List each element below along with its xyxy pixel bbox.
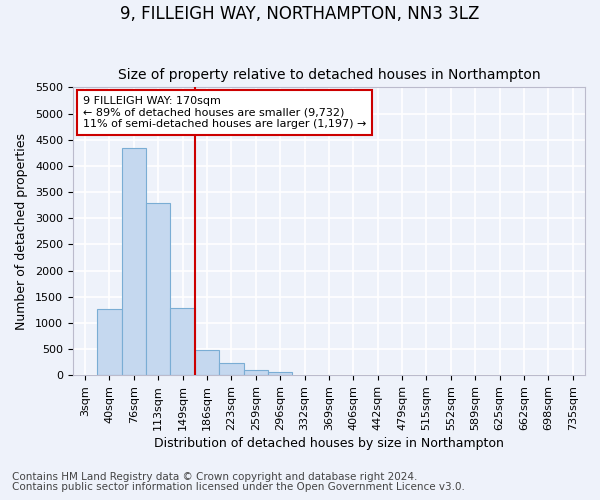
Text: 9, FILLEIGH WAY, NORTHAMPTON, NN3 3LZ: 9, FILLEIGH WAY, NORTHAMPTON, NN3 3LZ [121,5,479,23]
Bar [97,308,122,375]
Bar [219,363,244,375]
Title: Size of property relative to detached houses in Northampton: Size of property relative to detached ho… [118,68,540,82]
Y-axis label: Number of detached properties: Number of detached properties [15,133,28,330]
Bar [195,350,219,375]
Bar [244,370,268,375]
Text: Contains public sector information licensed under the Open Government Licence v3: Contains public sector information licen… [12,482,465,492]
X-axis label: Distribution of detached houses by size in Northampton: Distribution of detached houses by size … [154,437,504,450]
Text: 9 FILLEIGH WAY: 170sqm
← 89% of detached houses are smaller (9,732)
11% of semi-: 9 FILLEIGH WAY: 170sqm ← 89% of detached… [83,96,367,129]
Bar [170,308,195,375]
Text: Contains HM Land Registry data © Crown copyright and database right 2024.: Contains HM Land Registry data © Crown c… [12,472,418,482]
Bar [268,372,292,375]
Bar [122,148,146,375]
Bar [146,203,170,375]
